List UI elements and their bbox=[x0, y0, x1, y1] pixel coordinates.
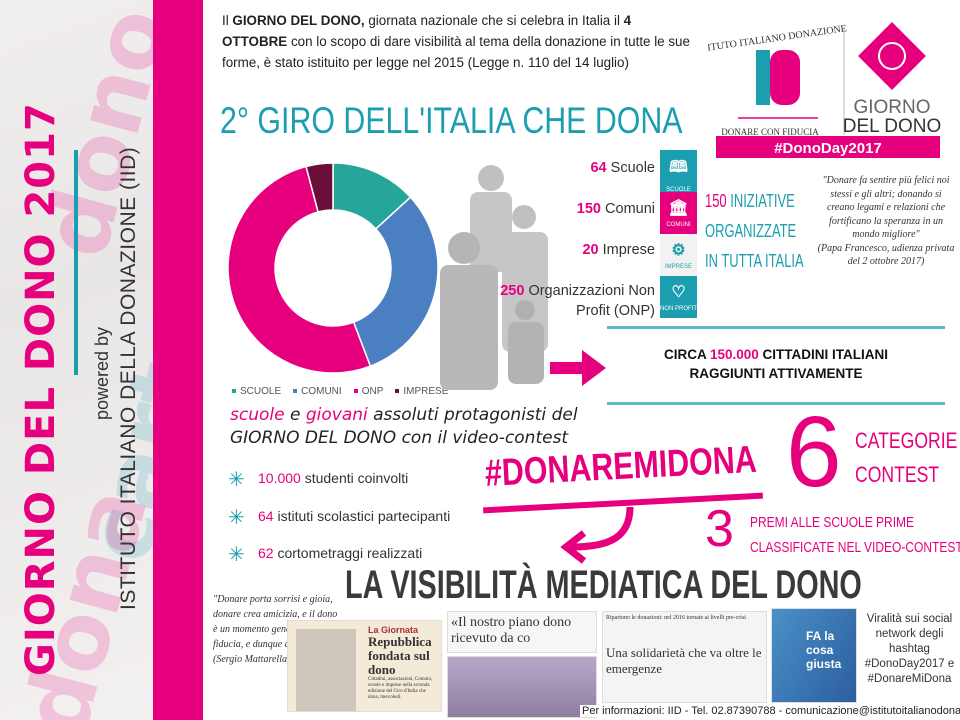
categories-number: 6 bbox=[786, 396, 842, 508]
bullet-item: ✳ 64 istituti scolastici partecipanti bbox=[228, 507, 451, 529]
legend-item-comuni: COMUNI bbox=[293, 386, 342, 397]
legend-swatch bbox=[293, 389, 298, 394]
press-clipping: Ripartono le donazioni: nel 2016 tornate… bbox=[602, 611, 767, 703]
curved-arrow-icon bbox=[560, 506, 634, 564]
bullet-item: ✳ 10.000 studenti coinvolti bbox=[228, 469, 409, 491]
intro-bold: GIORNO DEL DONO, bbox=[232, 13, 365, 28]
tv-still-image: FA la cosa giusta bbox=[771, 608, 857, 703]
papa-quote: "Donare fa sentire più felici noi stessi… bbox=[817, 175, 955, 267]
stat-item: 250 Organizzazioni Non Profit (ONP) bbox=[500, 283, 655, 319]
person-body bbox=[440, 265, 498, 390]
person-head bbox=[515, 300, 535, 320]
stat-item: 64 Scuole bbox=[590, 160, 655, 176]
tv-still-image bbox=[447, 656, 597, 718]
heart-icon: ♡ NON PROFIT bbox=[660, 276, 697, 318]
divider bbox=[607, 402, 945, 405]
book-icon: 🕮 SCUOLE bbox=[660, 150, 697, 193]
pink-stripe bbox=[153, 0, 203, 720]
bullet-item: ✳ 62 cortometraggi realizzati bbox=[228, 544, 423, 566]
legend-swatch bbox=[232, 389, 236, 394]
media-title: LA VISIBILITÀ MEDIATICA DEL DONO bbox=[345, 563, 862, 607]
prizes-number: 3 bbox=[705, 500, 734, 558]
intro-text: Il bbox=[222, 13, 233, 28]
person-head bbox=[478, 165, 504, 191]
press-clipping: «Il nostro piano dono ricevuto da co bbox=[447, 611, 597, 653]
person-head bbox=[448, 232, 480, 264]
asterisk-icon: ✳ bbox=[228, 469, 245, 491]
chart-legend: SCUOLE COMUNI ONP IMPRESE bbox=[232, 386, 448, 397]
person-head bbox=[512, 205, 536, 229]
initiatives-text: 150 INIZIATIVE ORGANIZZATE IN TUTTA ITALIA bbox=[705, 191, 804, 271]
stats-list: 64 Scuole 150 Comuni 20 Imprese 250 Orga… bbox=[500, 158, 655, 322]
intro-text: con lo scopo di dare visibilità al tema … bbox=[222, 34, 690, 70]
gears-icon: ⚙ IMPRESE bbox=[660, 234, 697, 276]
divider bbox=[607, 326, 945, 329]
asterisk-icon: ✳ bbox=[228, 507, 245, 529]
press-clipping: La Giornata Repubblica fondata sul dono … bbox=[287, 620, 442, 712]
arrow-right-icon bbox=[550, 350, 606, 386]
intro-paragraph: Il GIORNO DEL DONO, giornata nazionale c… bbox=[222, 10, 692, 73]
virality-text: Viralità sui social network degli hashta… bbox=[864, 613, 955, 685]
iid-logo: ISTITUTO ITALIANO DONAZIONE DONARE CON F… bbox=[692, 22, 942, 158]
mattarella-quote: "Donare porta sorrisi e gioia, donare cr… bbox=[213, 594, 338, 665]
logos: ISTITUTO ITALIANO DONAZIONE DONARE CON F… bbox=[692, 10, 948, 158]
section-title: 2° GIRO DELL'ITALIA CHE DONA bbox=[220, 100, 683, 141]
iid-tagline: DONARE CON FIDUCIA bbox=[721, 127, 819, 137]
protagonists-text: scuole e giovani assoluti protagonisti d… bbox=[230, 405, 578, 448]
prizes-label: PREMI ALLE SCUOLE PRIME CLASSIFICATE NEL … bbox=[750, 514, 960, 556]
powered-by: powered by bbox=[92, 326, 112, 420]
stat-item: 150 Comuni bbox=[576, 201, 655, 217]
donut-slice-onp bbox=[227, 165, 372, 374]
legend-item-scuole: SCUOLE bbox=[232, 386, 281, 397]
asterisk-icon: ✳ bbox=[228, 544, 245, 566]
divider bbox=[74, 150, 78, 375]
legend-swatch bbox=[395, 389, 400, 394]
stat-item: 20 Imprese bbox=[582, 242, 655, 258]
legend-swatch bbox=[353, 389, 358, 394]
footer-contact: Per informazioni: IID - Tel. 02.87390788… bbox=[580, 705, 960, 717]
gdd-line1: GIORNO bbox=[853, 97, 930, 118]
intro-text: giornata nazionale che si celebra in Ita… bbox=[364, 13, 624, 28]
bank-icon: 🏛 COMUNI bbox=[660, 192, 697, 234]
gdd-diamond-icon bbox=[858, 22, 926, 90]
photo bbox=[296, 629, 356, 711]
donut-slice-comuni bbox=[352, 196, 439, 368]
people-illustration bbox=[440, 160, 560, 390]
intro-bold: 4 OTTOBRE bbox=[222, 13, 632, 49]
donut-chart bbox=[227, 162, 439, 374]
vertical-title: GIORNO DEL DONO 2017 bbox=[18, 102, 64, 676]
institute-name: ISTITUTO ITALIANO DELLA DONAZIONE (IID) bbox=[117, 146, 140, 610]
gdd-line2: DEL DONO bbox=[843, 116, 942, 137]
person-body bbox=[508, 322, 544, 384]
categories-label: CATEGORIE CONTEST bbox=[855, 428, 958, 487]
donut-slice-imprese bbox=[305, 162, 334, 213]
reach-text: CIRCA 150.000 CITTADINI ITALIANI RAGGIUNT… bbox=[663, 347, 889, 381]
legend-item-onp: ONP bbox=[353, 386, 383, 397]
hashtag-banner: #DonoDay2017 bbox=[774, 140, 882, 157]
legend-item-imprese: IMPRESE bbox=[395, 386, 448, 397]
